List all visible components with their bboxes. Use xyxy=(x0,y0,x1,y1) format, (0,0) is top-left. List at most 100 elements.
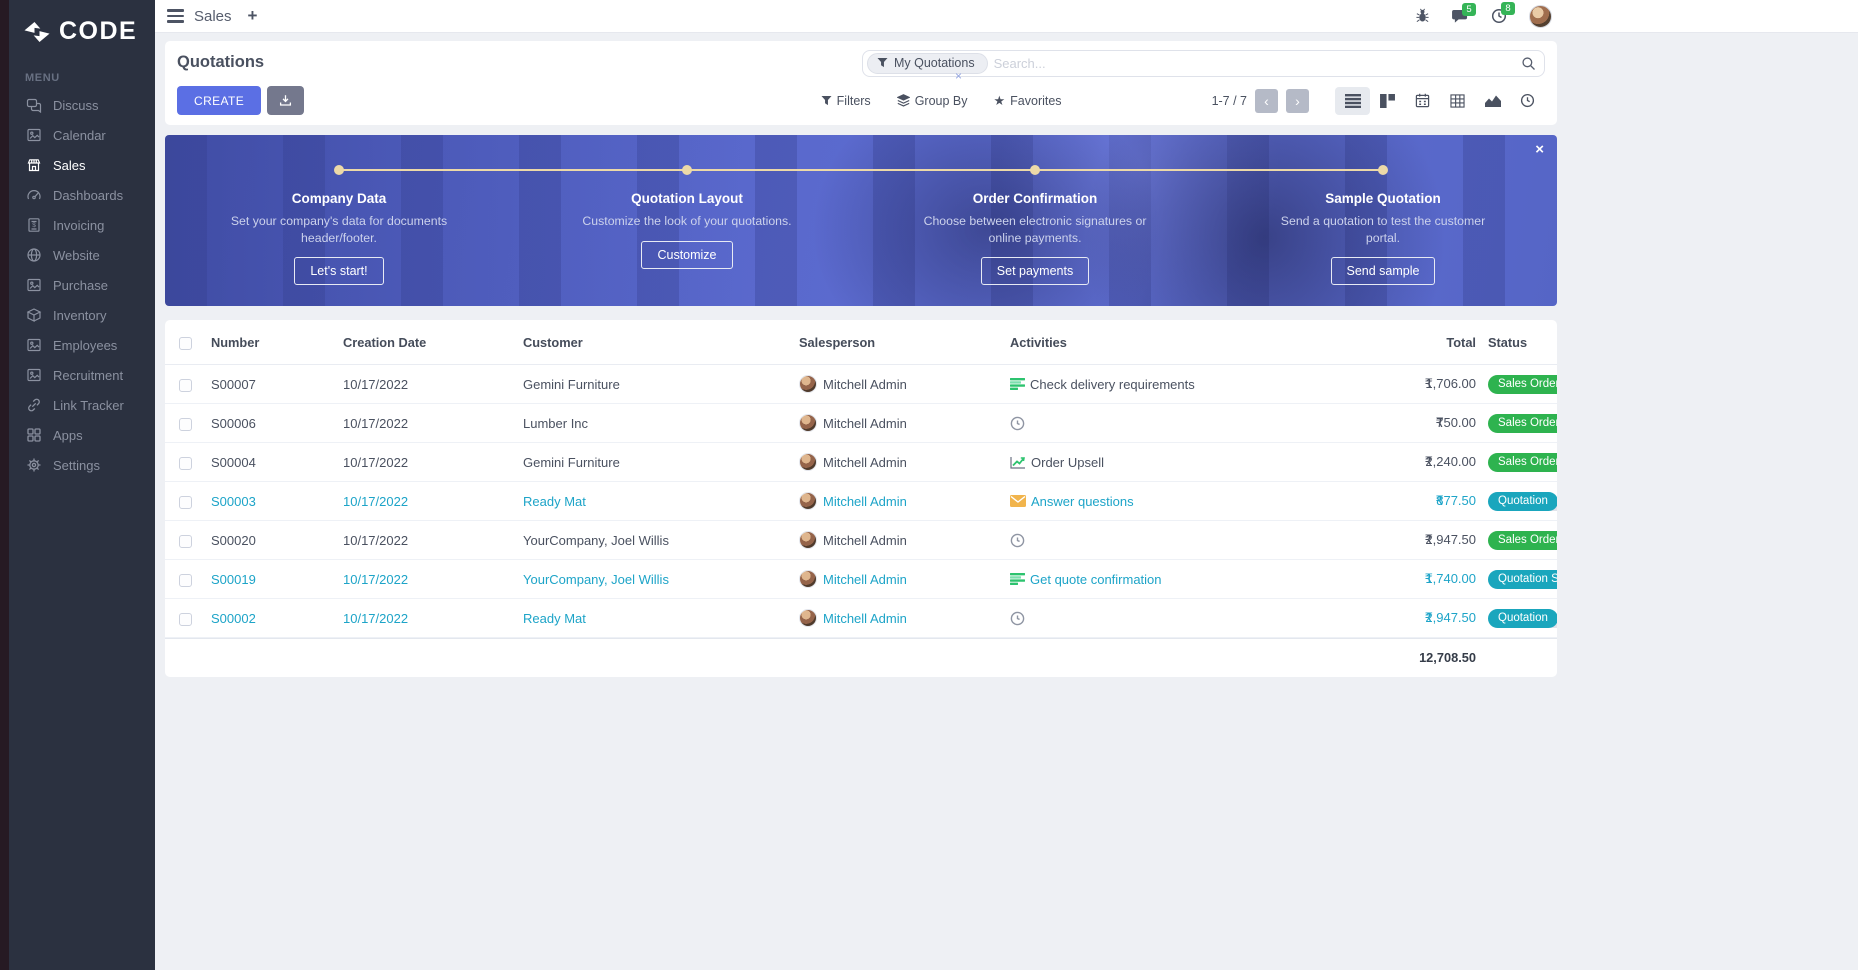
clock-icon xyxy=(1010,611,1025,626)
table-row[interactable]: S00007 10/17/2022 Gemini Furniture Mitch… xyxy=(165,365,1557,404)
lets-start-button[interactable]: Let's start! xyxy=(294,257,384,286)
pager-previous-button[interactable]: ‹ xyxy=(1255,88,1278,113)
view-graph-icon[interactable] xyxy=(1475,87,1510,115)
sidebar-item-discuss[interactable]: Discuss xyxy=(9,90,155,120)
status-badge: Quotation xyxy=(1488,491,1557,511)
banner-close-icon[interactable]: × xyxy=(1535,141,1544,158)
view-list-icon[interactable] xyxy=(1335,86,1370,115)
activity-cell[interactable]: Get quote confirmation xyxy=(1010,572,1366,587)
activity-cell[interactable] xyxy=(1010,611,1366,626)
sidebar-item-label: Invoicing xyxy=(53,217,105,233)
cell-salesperson: Mitchell Admin xyxy=(823,532,907,548)
sidebar-item-dashboards[interactable]: Dashboards xyxy=(9,180,155,210)
new-tab-button[interactable]: + xyxy=(247,6,258,25)
row-checkbox[interactable] xyxy=(179,573,192,587)
row-checkbox[interactable] xyxy=(179,417,192,431)
create-button[interactable]: CREATE xyxy=(177,86,262,115)
hamburger-icon[interactable] xyxy=(167,9,184,23)
sidebar-item-inventory[interactable]: Inventory xyxy=(9,300,155,330)
onboarding-step-order-confirmation: Order Confirmation Choose between electr… xyxy=(861,191,1209,286)
column-header-activities[interactable]: Activities xyxy=(1010,334,1067,350)
column-header-total[interactable]: Total xyxy=(1446,334,1476,350)
upsell-chart-icon xyxy=(1010,456,1026,469)
search-bar[interactable]: My Quotations × xyxy=(862,50,1545,82)
sidebar-item-apps[interactable]: Apps xyxy=(9,420,155,450)
sidebar-item-website[interactable]: Website xyxy=(9,240,155,270)
column-header-number[interactable]: Number xyxy=(211,334,260,350)
row-checkbox[interactable] xyxy=(179,456,192,470)
activity-cell[interactable]: Answer questions xyxy=(1010,494,1366,509)
cell-creation-date: 10/17/2022 xyxy=(343,493,409,509)
cell-customer: Ready Mat xyxy=(523,610,586,626)
view-kanban-icon[interactable] xyxy=(1370,87,1405,115)
sidebar-item-recruitment[interactable]: Recruitment xyxy=(9,360,155,390)
sidebar-item-label: Inventory xyxy=(53,307,107,323)
cell-salesperson: Mitchell Admin xyxy=(823,610,907,626)
row-checkbox[interactable] xyxy=(179,495,192,509)
group-by-button[interactable]: Group By xyxy=(896,94,968,108)
activities-icon[interactable]: 8 xyxy=(1491,2,1515,24)
cell-salesperson: Mitchell Admin xyxy=(823,415,907,431)
row-checkbox[interactable] xyxy=(179,534,192,548)
activity-cell[interactable]: Order Upsell xyxy=(1010,455,1366,470)
clock-icon xyxy=(1010,533,1025,548)
view-activity-icon[interactable] xyxy=(1510,87,1545,115)
table-row[interactable]: S00003 10/17/2022 Ready Mat Mitchell Adm… xyxy=(165,482,1557,521)
customize-button[interactable]: Customize xyxy=(641,240,733,269)
pager-next-button[interactable]: › xyxy=(1286,88,1309,113)
export-button[interactable] xyxy=(267,86,305,115)
sidebar-item-label: Apps xyxy=(53,427,83,443)
sidebar-item-purchase[interactable]: Purchase xyxy=(9,270,155,300)
column-header-status[interactable]: Status xyxy=(1488,334,1528,350)
view-calendar-icon[interactable] xyxy=(1405,87,1440,115)
navbar-app-title[interactable]: Sales xyxy=(194,7,232,25)
activity-cell[interactable] xyxy=(1010,533,1366,548)
column-header-customer[interactable]: Customer xyxy=(523,334,583,350)
cell-number: S00004 xyxy=(211,454,256,470)
app-logo[interactable]: CODE xyxy=(9,0,155,60)
activity-cell[interactable]: Check delivery requirements xyxy=(1010,377,1366,392)
onboarding-timeline xyxy=(339,169,1383,171)
select-all-checkbox[interactable] xyxy=(179,336,192,350)
sidebar-item-employees[interactable]: Employees xyxy=(9,330,155,360)
messages-icon[interactable]: 5 xyxy=(1452,2,1476,24)
favorites-button[interactable]: ★ Favorites xyxy=(993,92,1062,108)
cell-number: S00020 xyxy=(211,532,256,548)
row-checkbox[interactable] xyxy=(179,378,192,392)
table-row[interactable]: S00006 10/17/2022 Lumber Inc Mitchell Ad… xyxy=(165,404,1557,443)
activity-cell[interactable] xyxy=(1010,416,1366,431)
row-checkbox[interactable] xyxy=(179,612,192,626)
view-pivot-icon[interactable] xyxy=(1440,87,1475,115)
navbar-right-icons: 5 8 xyxy=(1415,2,1842,28)
table-row[interactable]: S00002 10/17/2022 Ready Mat Mitchell Adm… xyxy=(165,599,1557,638)
search-icon[interactable] xyxy=(1521,56,1536,71)
send-sample-button[interactable]: Send sample xyxy=(1330,257,1436,286)
table-row[interactable]: S00004 10/17/2022 Gemini Furniture Mitch… xyxy=(165,443,1557,482)
activity-label: Get quote confirmation xyxy=(1030,571,1162,587)
sidebar-item-settings[interactable]: Settings xyxy=(9,450,155,480)
purchase-icon xyxy=(26,277,42,293)
column-header-creation-date[interactable]: Creation Date xyxy=(343,334,427,350)
column-header-salesperson[interactable]: Salesperson xyxy=(799,334,876,350)
table-row[interactable]: S00019 10/17/2022 YourCompany, Joel Will… xyxy=(165,560,1557,599)
filters-button[interactable]: Filters xyxy=(821,94,871,108)
sidebar-item-calendar[interactable]: Calendar xyxy=(9,120,155,150)
pager-range: 1-7 / 7 xyxy=(1211,93,1247,108)
sidebar-item-sales[interactable]: Sales xyxy=(9,150,155,180)
search-options: Filters Group By ★ Favorites xyxy=(821,93,1062,109)
star-icon: ★ xyxy=(993,92,1006,108)
search-input[interactable] xyxy=(987,56,1521,71)
invoice-icon: $ xyxy=(26,217,42,233)
set-payments-button[interactable]: Set payments xyxy=(980,257,1090,286)
facet-remove-icon[interactable]: × xyxy=(955,69,963,83)
search-facet-my-quotations[interactable]: My Quotations xyxy=(867,53,988,74)
cell-number: S00002 xyxy=(211,610,256,626)
menu-section-label: MENU xyxy=(25,72,60,84)
bug-icon[interactable] xyxy=(1415,8,1430,24)
cell-salesperson: Mitchell Admin xyxy=(823,571,907,587)
user-avatar[interactable] xyxy=(1529,4,1552,28)
sidebar-item-link-tracker[interactable]: Link Tracker xyxy=(9,390,155,420)
table-row[interactable]: S00020 10/17/2022 YourCompany, Joel Will… xyxy=(165,521,1557,560)
sidebar-item-invoicing[interactable]: $ Invoicing xyxy=(9,210,155,240)
cell-customer: Gemini Furniture xyxy=(523,376,620,392)
